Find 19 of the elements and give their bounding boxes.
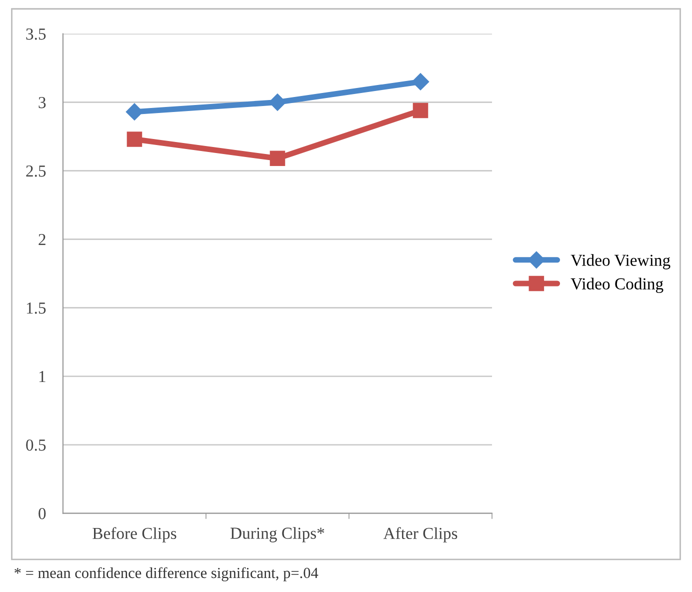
y-tick-label: 1.5 (26, 302, 46, 314)
point (126, 132, 142, 147)
legend-label: Video Coding (570, 278, 664, 293)
y-tick-label: 3.5 (26, 28, 46, 40)
y-tick-label: 2 (38, 234, 46, 246)
point (126, 103, 144, 120)
y-tick-label: 1 (39, 371, 46, 382)
y-tick-label: 2.5 (26, 165, 46, 177)
point (270, 150, 286, 166)
point (412, 102, 428, 118)
x-tick-label: After Clips (383, 527, 458, 542)
x-tick-label: During Clips* (230, 527, 324, 542)
x-tick-label: Before Clips (92, 527, 176, 542)
point (412, 73, 430, 90)
y-tick-label: 0 (38, 508, 46, 520)
text: * = mean confidence difference significant, p=.04 (14, 567, 318, 582)
legend-label: Video Viewing (570, 254, 670, 270)
y-tick-label: 0.5 (26, 439, 46, 451)
y-tick-label: 3 (38, 96, 46, 108)
